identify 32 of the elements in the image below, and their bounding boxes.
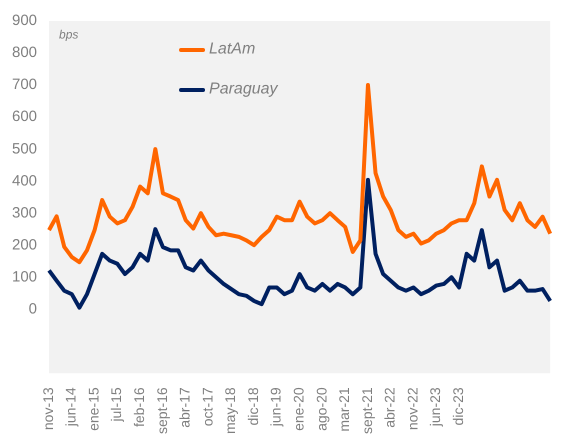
- x-tick-label: sept-16: [154, 387, 170, 434]
- legend-label: Paraguay: [209, 80, 279, 98]
- x-tick-label: sept-21: [358, 387, 375, 434]
- y-tick-label: 100: [12, 268, 38, 286]
- x-tick-label: mar-21: [336, 387, 352, 432]
- y-tick-label: 300: [12, 204, 38, 222]
- x-tick-label: may-18: [222, 387, 238, 434]
- x-tick-label: jun-14: [62, 387, 79, 428]
- x-tick-label: jun-23: [427, 387, 444, 428]
- x-tick-label: abr-17: [176, 387, 193, 428]
- x-tick-label: ene-15: [85, 387, 102, 431]
- x-tick-label: feb-16: [131, 387, 148, 428]
- y-tick-label: 600: [12, 108, 38, 126]
- x-tick-label: abr-22: [382, 387, 398, 428]
- y-tick-label: 500: [12, 140, 38, 158]
- x-tick-label: oct-17: [199, 387, 216, 426]
- x-tick-label: jul-15: [108, 387, 124, 423]
- y-tick-label: 0: [28, 300, 38, 318]
- y-tick-label: 400: [12, 172, 38, 190]
- y-tick-label: 700: [12, 76, 38, 94]
- x-tick-label: dic-18: [244, 387, 261, 426]
- y-tick-label: 900: [12, 12, 38, 30]
- x-tick-label: ago-20: [313, 387, 330, 431]
- y-tick-label: 200: [12, 236, 38, 254]
- x-tick-label: ene-20: [290, 387, 306, 431]
- x-tick-label: dic-23: [450, 387, 466, 426]
- annotation: bps: [59, 27, 78, 42]
- legend-label: LatAm: [209, 40, 256, 58]
- y-tick-label: 800: [12, 44, 38, 62]
- x-tick-label: nov-22: [404, 387, 420, 430]
- x-tick-label: nov-13: [40, 387, 56, 430]
- x-tick-label: jun-19: [268, 387, 284, 428]
